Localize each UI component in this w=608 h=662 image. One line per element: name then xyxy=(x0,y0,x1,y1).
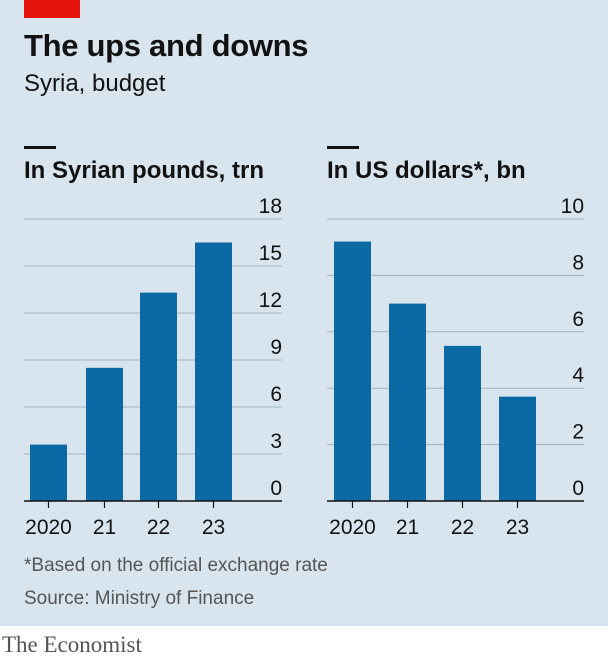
y-tick-label: 3 xyxy=(270,430,282,453)
bar-21 xyxy=(389,303,426,501)
x-tick-label: 21 xyxy=(396,516,419,539)
right-panel-rule xyxy=(327,146,359,149)
x-tick-label: 21 xyxy=(93,516,116,539)
y-tick-label: 2 xyxy=(572,421,584,444)
chart-title: The ups and downs xyxy=(24,28,309,63)
x-tick-label: 22 xyxy=(147,516,170,539)
x-tick-label: 22 xyxy=(451,516,474,539)
left-panel-pounds: 0 3 6 9 12 15 18 2020 21 22 23 xyxy=(24,195,282,539)
bar-2020 xyxy=(334,241,371,501)
y-tick-label: 8 xyxy=(572,251,584,274)
y-tick-label: 10 xyxy=(561,195,584,218)
left-panel-rule xyxy=(24,146,56,149)
y-tick-label: 6 xyxy=(572,308,584,331)
right-panel-title: In US dollars*, bn xyxy=(327,157,526,184)
brand-red-tag xyxy=(24,0,80,18)
x-tick-label: 23 xyxy=(506,516,529,539)
y-tick-label: 12 xyxy=(259,289,282,312)
bar-2020 xyxy=(30,444,67,501)
bar-21 xyxy=(86,367,123,501)
economist-logo: The Economist xyxy=(2,632,142,657)
x-tick-label: 23 xyxy=(202,516,225,539)
y-tick-label: 15 xyxy=(259,242,282,265)
footnote: *Based on the official exchange rate xyxy=(24,555,328,576)
x-tick-label: 2020 xyxy=(329,516,376,539)
bar-22 xyxy=(140,292,177,501)
x-tick-label: 2020 xyxy=(25,516,72,539)
source-note: Source: Ministry of Finance xyxy=(24,588,255,609)
bar-23 xyxy=(499,396,536,501)
y-tick-label: 6 xyxy=(270,383,282,406)
charts-svg: 0 3 6 9 12 15 18 2020 21 22 23 0 2 4 6 8 10 2020 21 22 23 xyxy=(24,195,584,539)
y-tick-label: 9 xyxy=(270,336,282,359)
bar-22 xyxy=(444,345,481,501)
bar-23 xyxy=(195,242,232,501)
left-panel-title: In Syrian pounds, trn xyxy=(24,157,265,184)
y-tick-label: 18 xyxy=(259,195,282,218)
chart-subtitle: Syria, budget xyxy=(24,70,166,97)
y-tick-label: 0 xyxy=(270,477,282,500)
y-tick-label: 4 xyxy=(572,364,584,387)
right-panel-dollars: 0 2 4 6 8 10 2020 21 22 23 xyxy=(327,195,584,539)
chart-card: The ups and downs Syria, budget In Syria… xyxy=(0,0,608,626)
y-tick-label: 0 xyxy=(572,477,584,500)
